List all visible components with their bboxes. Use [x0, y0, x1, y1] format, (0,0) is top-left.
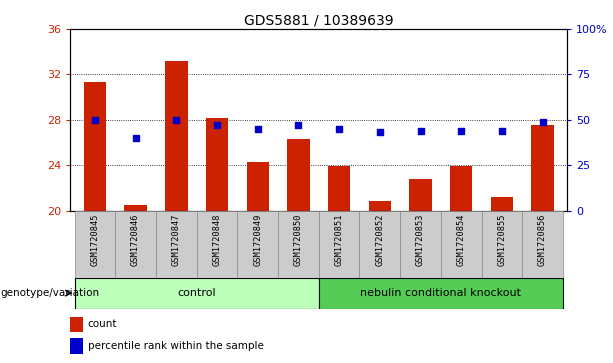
Bar	[359, 211, 400, 278]
Text: GSM1720852: GSM1720852	[375, 214, 384, 266]
Text: control: control	[177, 288, 216, 298]
Bar	[531, 126, 554, 211]
Bar	[400, 211, 441, 278]
Point	[538, 119, 547, 125]
Point	[172, 117, 181, 123]
Text: genotype/variation: genotype/variation	[1, 288, 100, 298]
Text: GSM1720856: GSM1720856	[538, 214, 547, 266]
Text: GSM1720845: GSM1720845	[90, 214, 99, 266]
Bar	[75, 278, 319, 309]
Bar	[319, 278, 563, 309]
Bar	[75, 211, 115, 278]
Bar	[319, 211, 359, 278]
Point	[375, 130, 385, 135]
Bar	[482, 211, 522, 278]
Point	[294, 122, 303, 128]
Text: GSM1720855: GSM1720855	[497, 214, 506, 266]
Bar	[328, 166, 350, 211]
Bar	[197, 211, 237, 278]
Text: GSM1720854: GSM1720854	[457, 214, 466, 266]
Bar	[206, 118, 228, 211]
Point	[456, 128, 466, 134]
Point	[334, 126, 344, 132]
Text: GSM1720847: GSM1720847	[172, 214, 181, 266]
Bar	[409, 179, 432, 211]
Text: nebulin conditional knockout: nebulin conditional knockout	[360, 288, 522, 298]
Title: GDS5881 / 10389639: GDS5881 / 10389639	[244, 14, 394, 28]
Point	[131, 135, 140, 141]
Text: GSM1720849: GSM1720849	[253, 214, 262, 266]
Text: GSM1720848: GSM1720848	[213, 214, 221, 266]
Bar	[124, 205, 147, 211]
Bar	[368, 201, 391, 211]
Bar	[522, 211, 563, 278]
Bar	[115, 211, 156, 278]
Point	[212, 122, 222, 128]
Bar	[450, 166, 473, 211]
Bar	[165, 61, 188, 211]
Point	[497, 128, 507, 134]
Text: GSM1720853: GSM1720853	[416, 214, 425, 266]
Bar	[491, 197, 513, 211]
Bar	[84, 82, 106, 211]
Text: GSM1720851: GSM1720851	[335, 214, 344, 266]
Bar	[441, 211, 482, 278]
Bar	[287, 139, 310, 211]
Text: GSM1720846: GSM1720846	[131, 214, 140, 266]
Point	[416, 128, 425, 134]
Text: GSM1720850: GSM1720850	[294, 214, 303, 266]
Text: count: count	[88, 319, 117, 329]
Text: percentile rank within the sample: percentile rank within the sample	[88, 341, 264, 351]
Bar	[156, 211, 197, 278]
Bar	[237, 211, 278, 278]
Bar	[246, 162, 269, 211]
Bar	[70, 338, 83, 354]
Bar	[278, 211, 319, 278]
Point	[90, 117, 100, 123]
Point	[253, 126, 262, 132]
Bar	[70, 317, 83, 332]
